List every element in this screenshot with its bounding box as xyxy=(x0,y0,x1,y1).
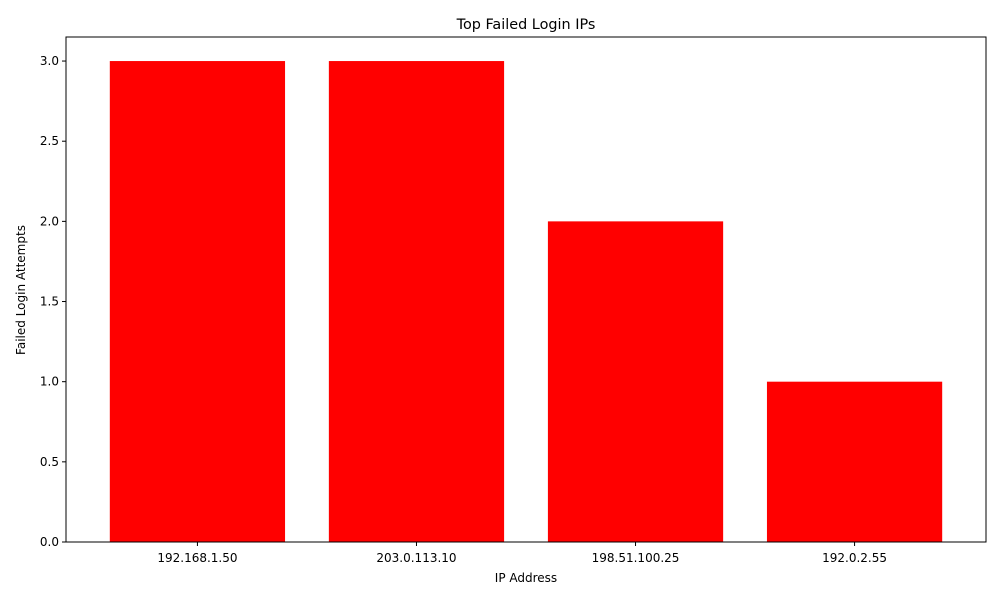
x-tick-label: 203.0.113.10 xyxy=(376,551,456,565)
bar-198-51-100-25 xyxy=(547,221,724,542)
y-tick-label: 2.5 xyxy=(40,134,59,148)
bar-192-168-1-50 xyxy=(109,61,286,543)
y-tick-label: 1.5 xyxy=(40,295,59,309)
y-axis: 0.0 0.5 1.0 1.5 2.0 2.5 3.0 xyxy=(40,54,66,549)
x-tick-label: 198.51.100.25 xyxy=(592,551,680,565)
y-tick-label: 3.0 xyxy=(40,54,59,68)
bar-203-0-113-10 xyxy=(328,61,505,543)
y-tick-label: 1.0 xyxy=(40,375,59,389)
y-tick-label: 2.0 xyxy=(40,214,59,228)
chart-title: Top Failed Login IPs xyxy=(456,17,596,33)
x-axis: 192.168.1.50 203.0.113.10 198.51.100.25 192… xyxy=(157,542,887,565)
y-axis-label: Failed Login Attempts xyxy=(14,225,28,355)
y-tick-label: 0.5 xyxy=(40,455,59,469)
x-axis-label: IP Address xyxy=(495,571,557,585)
y-tick-label: 0.0 xyxy=(40,535,59,549)
x-tick-label: 192.0.2.55 xyxy=(822,551,887,565)
bars-group xyxy=(109,61,943,543)
x-tick-label: 192.168.1.50 xyxy=(157,551,237,565)
bar-192-0-2-55 xyxy=(766,381,943,542)
plot-frame xyxy=(65,36,987,543)
